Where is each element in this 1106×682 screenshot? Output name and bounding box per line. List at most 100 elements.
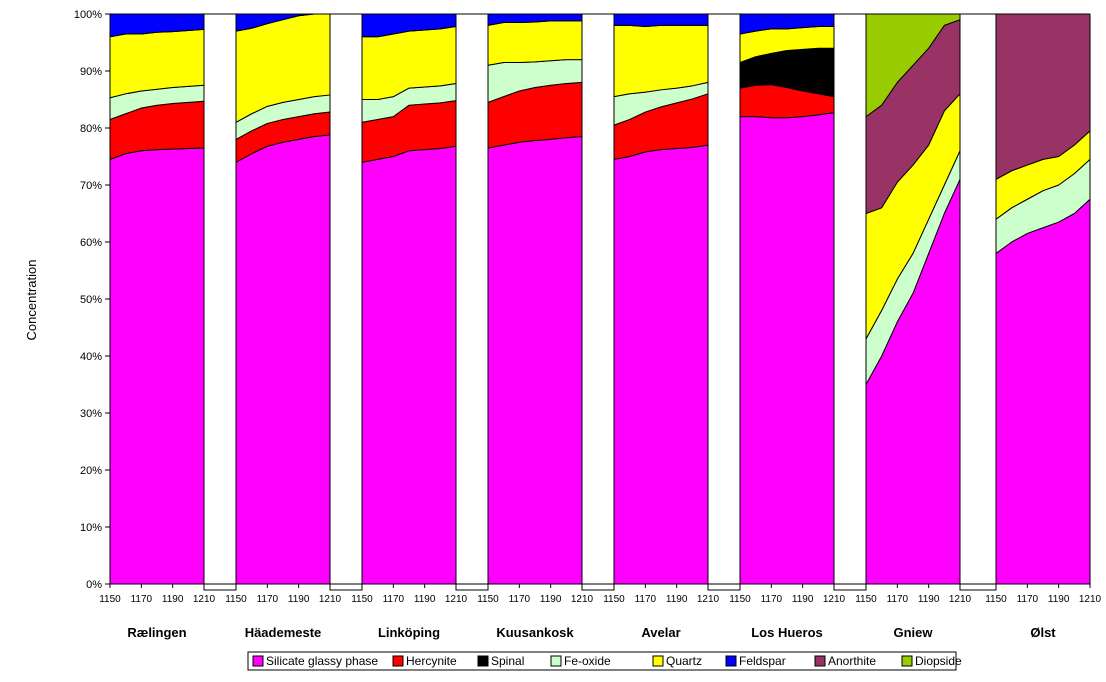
legend-swatch xyxy=(477,655,489,667)
x-tick-label: 1210 xyxy=(823,594,846,605)
x-tick-label: 1190 xyxy=(162,594,184,605)
y-tick-label: 40% xyxy=(80,351,102,363)
panel-8 xyxy=(995,13,1091,585)
y-tick-label: 10% xyxy=(80,522,102,534)
x-tick-label: 1210 xyxy=(319,594,342,605)
x-tick-label: 1190 xyxy=(918,594,940,605)
area-silicate-glassy-phase xyxy=(739,112,835,585)
x-tick-label: 1150 xyxy=(985,594,1007,605)
legend-swatch xyxy=(652,655,664,667)
y-axis-label: Concentration xyxy=(24,260,39,341)
x-tick-label: 1170 xyxy=(761,594,783,605)
panel-gap xyxy=(833,13,867,591)
axes xyxy=(109,13,1091,591)
panel-gap xyxy=(455,13,489,591)
legend-label: Feldspar xyxy=(739,654,786,668)
x-tick-label: 1150 xyxy=(477,594,499,605)
x-tick-label: 1210 xyxy=(571,594,594,605)
site-labels: Rælingen Häademeste Linköping Kuusankosk Ave… xyxy=(127,625,1056,640)
legend-label: Silicate glassy phase xyxy=(266,654,378,668)
site-label: Linköping xyxy=(378,625,440,640)
panel-6 xyxy=(739,13,835,585)
panel-gap xyxy=(203,13,237,591)
area-silicate-glassy-phase xyxy=(487,136,583,585)
x-tick-label: 1170 xyxy=(257,594,279,605)
y-tick-label: 90% xyxy=(80,66,102,78)
x-tick-label: 1170 xyxy=(383,594,405,605)
x-tick-label: 1210 xyxy=(445,594,468,605)
site-label: Avelar xyxy=(641,625,680,640)
x-tick-label: 1170 xyxy=(131,594,153,605)
legend-box xyxy=(247,651,957,671)
y-tick-label: 80% xyxy=(80,123,102,135)
x-tick-label: 1150 xyxy=(729,594,751,605)
area-silicate-glassy-phase xyxy=(109,147,205,585)
legend-swatch xyxy=(901,655,913,667)
panel-2 xyxy=(235,13,331,585)
panel-1 xyxy=(109,13,205,585)
x-tick-label: 1190 xyxy=(666,594,688,605)
legend-swatch xyxy=(814,655,826,667)
x-tick-label: 1190 xyxy=(1048,594,1070,605)
site-label: Gniew xyxy=(893,625,933,640)
area-silicate-glassy-phase xyxy=(995,198,1091,585)
panel-5 xyxy=(613,13,709,585)
panel-gap xyxy=(581,13,615,591)
x-tick-label: 1210 xyxy=(697,594,720,605)
x-ticks: 1150 1170 1190 1210 1150 1170 1190 1210 1150 1170… xyxy=(99,584,1102,605)
x-tick-label: 1190 xyxy=(540,594,562,605)
area-quartz xyxy=(487,20,583,66)
area-silicate-glassy-phase xyxy=(613,144,709,585)
legend-label: Quartz xyxy=(666,654,702,668)
y-ticks: 0% 10% 20% 30% 40% 50% 60% 70% 80% 90% 100% xyxy=(74,9,110,591)
area-silicate-glassy-phase xyxy=(235,134,331,585)
site-label: Ølst xyxy=(1030,625,1056,640)
legend-swatch xyxy=(252,655,264,667)
y-tick-label: 0% xyxy=(86,579,102,591)
panel-4 xyxy=(487,13,583,585)
y-tick-label: 20% xyxy=(80,465,102,477)
x-tick-label: 1170 xyxy=(1017,594,1039,605)
x-tick-label: 1150 xyxy=(603,594,625,605)
x-tick-label: 1190 xyxy=(792,594,814,605)
y-tick-label: 100% xyxy=(74,9,102,21)
legend-swatch xyxy=(725,655,737,667)
legend-label: Spinal xyxy=(491,654,524,668)
x-tick-label: 1210 xyxy=(193,594,216,605)
site-label: Rælingen xyxy=(127,625,186,640)
legend-label: Anorthite xyxy=(828,654,876,668)
panel-gap xyxy=(707,13,741,591)
panel-3 xyxy=(361,13,457,585)
panel-7 xyxy=(865,13,961,585)
x-tick-label: 1150 xyxy=(351,594,373,605)
y-tick-label: 30% xyxy=(80,408,102,420)
legend-label: Hercynite xyxy=(406,654,457,668)
x-tick-label: 1190 xyxy=(288,594,310,605)
site-label: Los Hueros xyxy=(751,625,823,640)
x-tick-label: 1210 xyxy=(949,594,972,605)
legend-swatch xyxy=(550,655,562,667)
x-tick-label: 1150 xyxy=(225,594,247,605)
y-tick-label: 60% xyxy=(80,237,102,249)
panel-gap xyxy=(959,13,997,591)
y-tick-label: 50% xyxy=(80,294,102,306)
area-silicate-glassy-phase xyxy=(361,145,457,585)
x-tick-label: 1150 xyxy=(99,594,121,605)
area-quartz xyxy=(613,24,709,98)
area-feldspar xyxy=(613,13,709,28)
legend-label: Diopside xyxy=(915,654,962,668)
x-tick-label: 1170 xyxy=(887,594,909,605)
legend: Silicate glassy phase Hercynite Spinal Fe-o… xyxy=(247,651,962,671)
panel-gap xyxy=(329,13,363,591)
x-tick-label: 1170 xyxy=(509,594,531,605)
legend-label: Fe-oxide xyxy=(564,654,611,668)
site-label: Häademeste xyxy=(245,625,322,640)
x-tick-label: 1210 xyxy=(1079,594,1102,605)
x-tick-label: 1150 xyxy=(855,594,877,605)
legend-swatch xyxy=(392,655,404,667)
x-tick-label: 1170 xyxy=(635,594,657,605)
x-tick-label: 1190 xyxy=(414,594,436,605)
site-label: Kuusankosk xyxy=(496,625,574,640)
